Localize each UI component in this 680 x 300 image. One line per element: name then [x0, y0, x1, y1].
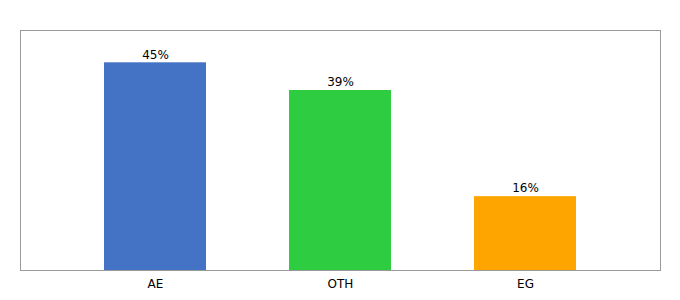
svg-text:AE: AE [148, 277, 164, 291]
svg-text:16%: 16% [512, 181, 539, 195]
svg-text:39%: 39% [327, 75, 354, 89]
svg-text:OTH: OTH [328, 277, 354, 291]
svg-text:EG: EG [517, 277, 534, 291]
svg-text:45%: 45% [142, 48, 169, 62]
